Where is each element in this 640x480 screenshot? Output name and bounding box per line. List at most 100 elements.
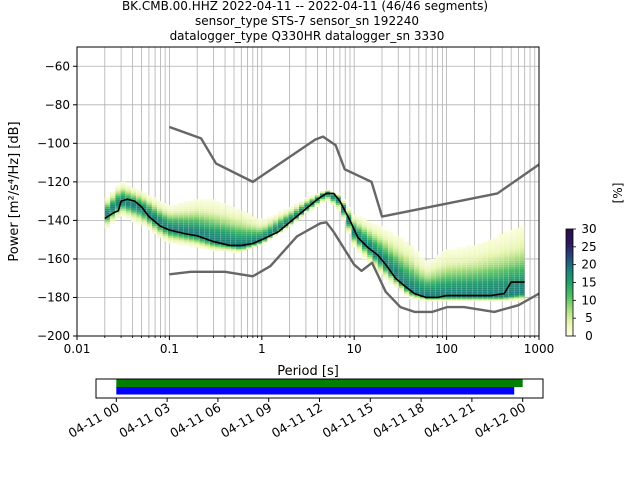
histogram-cell — [419, 257, 425, 259]
histogram-cell — [183, 226, 189, 229]
histogram-cell — [424, 293, 431, 296]
histogram-cell — [388, 257, 394, 259]
histogram-cell — [146, 203, 152, 205]
histogram-cell — [220, 245, 226, 248]
histogram-cell — [136, 199, 142, 202]
histogram-cell — [115, 212, 121, 215]
histogram-cell — [487, 285, 493, 288]
histogram-cell — [508, 289, 514, 292]
histogram-cell — [141, 203, 147, 205]
histogram-cell — [241, 239, 247, 242]
colorbar-segment — [566, 314, 573, 317]
histogram-cell — [440, 282, 446, 284]
histogram-cell — [472, 260, 478, 263]
histogram-cell — [514, 270, 520, 273]
histogram-cell — [131, 218, 137, 221]
histogram-cell — [335, 201, 341, 204]
histogram-cell — [419, 289, 425, 292]
histogram-cell — [209, 222, 215, 225]
histogram-cell — [104, 220, 110, 223]
histogram-cell — [183, 235, 189, 238]
histogram-cell — [272, 228, 278, 231]
histogram-cell — [262, 220, 268, 223]
histogram-cell — [372, 239, 378, 242]
histogram-cell — [403, 253, 410, 256]
histogram-cell — [377, 247, 383, 250]
histogram-cell — [393, 243, 399, 246]
histogram-cell — [403, 241, 410, 244]
histogram-cell — [188, 230, 194, 232]
histogram-cell — [493, 268, 499, 271]
histogram-cell — [382, 276, 389, 279]
histogram-cell — [167, 216, 173, 219]
histogram-cell — [241, 220, 247, 223]
histogram-cell — [414, 295, 420, 298]
histogram-cell — [199, 210, 205, 213]
histogram-cell — [419, 297, 425, 300]
histogram-cell — [167, 235, 173, 238]
histogram-cell — [215, 214, 221, 217]
histogram-cell — [204, 220, 210, 223]
histogram-cell — [220, 241, 226, 244]
histogram-cell — [493, 257, 499, 259]
histogram-cell — [340, 204, 347, 207]
histogram-cell — [236, 208, 242, 211]
histogram-cell — [456, 255, 462, 258]
histogram-cell — [514, 241, 520, 244]
histogram-cell — [498, 297, 504, 300]
histogram-cell — [461, 247, 467, 250]
histogram-cell — [152, 203, 158, 205]
histogram-cell — [110, 191, 116, 194]
histogram-cell — [314, 203, 320, 205]
histogram-cell — [435, 262, 441, 265]
histogram-cell — [382, 231, 389, 234]
histogram-cell — [120, 214, 126, 217]
histogram-cell — [209, 249, 215, 252]
histogram-cell — [356, 251, 362, 254]
histogram-cell — [131, 212, 137, 215]
y-tick-label: −140 — [37, 213, 70, 227]
histogram-cell — [367, 241, 373, 244]
histogram-cell — [162, 216, 168, 219]
histogram-cell — [461, 274, 467, 277]
histogram-cell — [503, 297, 509, 300]
histogram-cell — [466, 245, 473, 248]
histogram-cell — [251, 245, 257, 248]
histogram-cell — [141, 216, 147, 219]
histogram-cell — [451, 278, 457, 281]
histogram-cell — [508, 293, 514, 296]
histogram-cell — [503, 255, 509, 258]
histogram-cell — [356, 241, 362, 244]
histogram-cell — [120, 208, 126, 211]
histogram-cell — [225, 226, 231, 229]
histogram-cell — [141, 197, 147, 200]
histogram-cells — [104, 181, 525, 302]
histogram-cell — [146, 201, 152, 204]
histogram-cell — [146, 226, 152, 229]
histogram-cell — [225, 220, 231, 223]
histogram-cell — [115, 199, 121, 202]
histogram-cell — [236, 212, 242, 215]
histogram-cell — [487, 241, 493, 244]
histogram-cell — [278, 216, 284, 219]
histogram-cell — [493, 266, 499, 269]
histogram-cell — [125, 210, 131, 213]
histogram-cell — [498, 262, 504, 265]
histogram-cell — [435, 287, 441, 290]
histogram-cell — [403, 293, 410, 296]
histogram-cell — [220, 220, 226, 223]
histogram-cell — [157, 231, 163, 234]
histogram-cell — [519, 293, 525, 296]
histogram-cell — [514, 268, 520, 271]
histogram-cell — [309, 195, 315, 198]
colorbar-segment — [566, 289, 573, 292]
histogram-cell — [125, 204, 131, 207]
histogram-cell — [430, 274, 436, 277]
histogram-cell — [199, 247, 205, 250]
histogram-cell — [514, 251, 520, 254]
histogram-cell — [419, 262, 425, 265]
histogram-cell — [188, 239, 194, 242]
histogram-cell — [514, 245, 520, 248]
histogram-cell — [215, 206, 221, 209]
histogram-cell — [230, 214, 236, 217]
